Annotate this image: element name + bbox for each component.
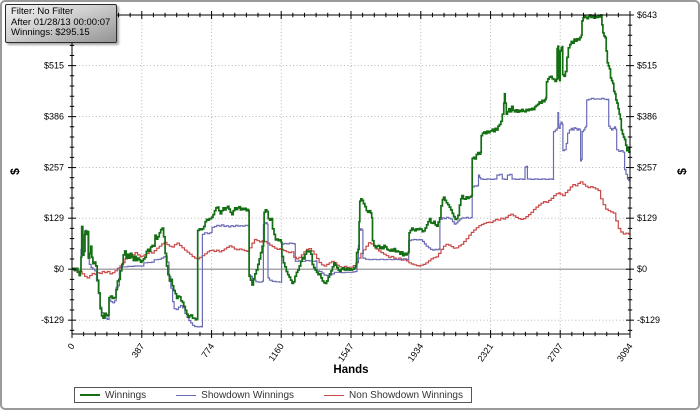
x-tick-label: 2321 <box>476 341 496 363</box>
y-tick-label-right: $0 <box>637 264 647 274</box>
y-tick-label-left: -$129 <box>41 315 64 325</box>
y-tick-label-right: -$129 <box>637 315 660 325</box>
tooltip-winnings-line: Winnings: $295.15 <box>11 27 90 38</box>
legend-label-showdown-winnings: Showdown Winnings <box>201 389 294 401</box>
axis-labels: -$129 -$129 $0 $0 $129 $129 $257 $257 $386 $386 $5… <box>8 10 689 376</box>
legend-label-winnings: Winnings <box>105 389 147 401</box>
y-tick-label-left: $257 <box>44 163 64 173</box>
series-winnings <box>72 14 631 321</box>
y-tick-label-left: $0 <box>54 264 64 274</box>
y-axis-title-right: $ <box>675 168 689 175</box>
x-tick-label: 1934 <box>406 341 426 363</box>
y-tick-label-right: $643 <box>637 10 657 20</box>
series-showdown-winnings <box>72 97 631 328</box>
x-tick-label: 3094 <box>615 341 635 363</box>
legend-item-winnings[interactable]: Winnings <box>80 390 146 401</box>
filter-tooltip: Filter: No Filter After 01/28/13 00:00:0… <box>5 4 118 43</box>
x-tick-label: 774 <box>199 341 216 359</box>
showdown-winnings-line-swatch <box>176 394 197 396</box>
legend-item-non-showdown-winnings[interactable]: Non Showdown Winnings <box>324 390 463 401</box>
x-axis-title: Hands <box>333 364 368 376</box>
grid <box>72 14 630 334</box>
y-tick-label-left: $386 <box>44 112 64 122</box>
y-tick-label-left: $129 <box>44 213 64 223</box>
non-showdown-winnings-line-swatch <box>324 394 345 396</box>
y-tick-label-right: $257 <box>637 163 657 173</box>
y-axis-title-left: $ <box>8 168 22 175</box>
tooltip-filter-line: Filter: No Filter <box>11 6 74 17</box>
y-tick-label-right: $129 <box>637 213 657 223</box>
legend-item-showdown-winnings[interactable]: Showdown Winnings <box>176 390 294 401</box>
winnings-line-swatch <box>80 394 100 396</box>
graph-canvas[interactable]: -$129 -$129 $0 $0 $129 $129 $257 $257 $386 $386 $5… <box>2 2 700 382</box>
y-tick-label-right: $386 <box>637 112 657 122</box>
tooltip-after-line: After 01/28/13 00:00:07 <box>11 16 111 28</box>
x-tick-label: 387 <box>130 341 147 359</box>
legend: Winnings Showdown Winnings Non Showdown … <box>74 387 472 403</box>
x-tick-label: 1547 <box>336 341 356 363</box>
y-tick-label-right: $515 <box>637 61 657 71</box>
x-tick-label: 0 <box>66 341 77 351</box>
x-tick-label: 1160 <box>267 341 286 363</box>
x-tick-label: 2707 <box>545 341 565 363</box>
y-tick-label-left: $515 <box>44 61 64 71</box>
legend-label-non-showdown-winnings: Non Showdown Winnings <box>349 389 463 401</box>
